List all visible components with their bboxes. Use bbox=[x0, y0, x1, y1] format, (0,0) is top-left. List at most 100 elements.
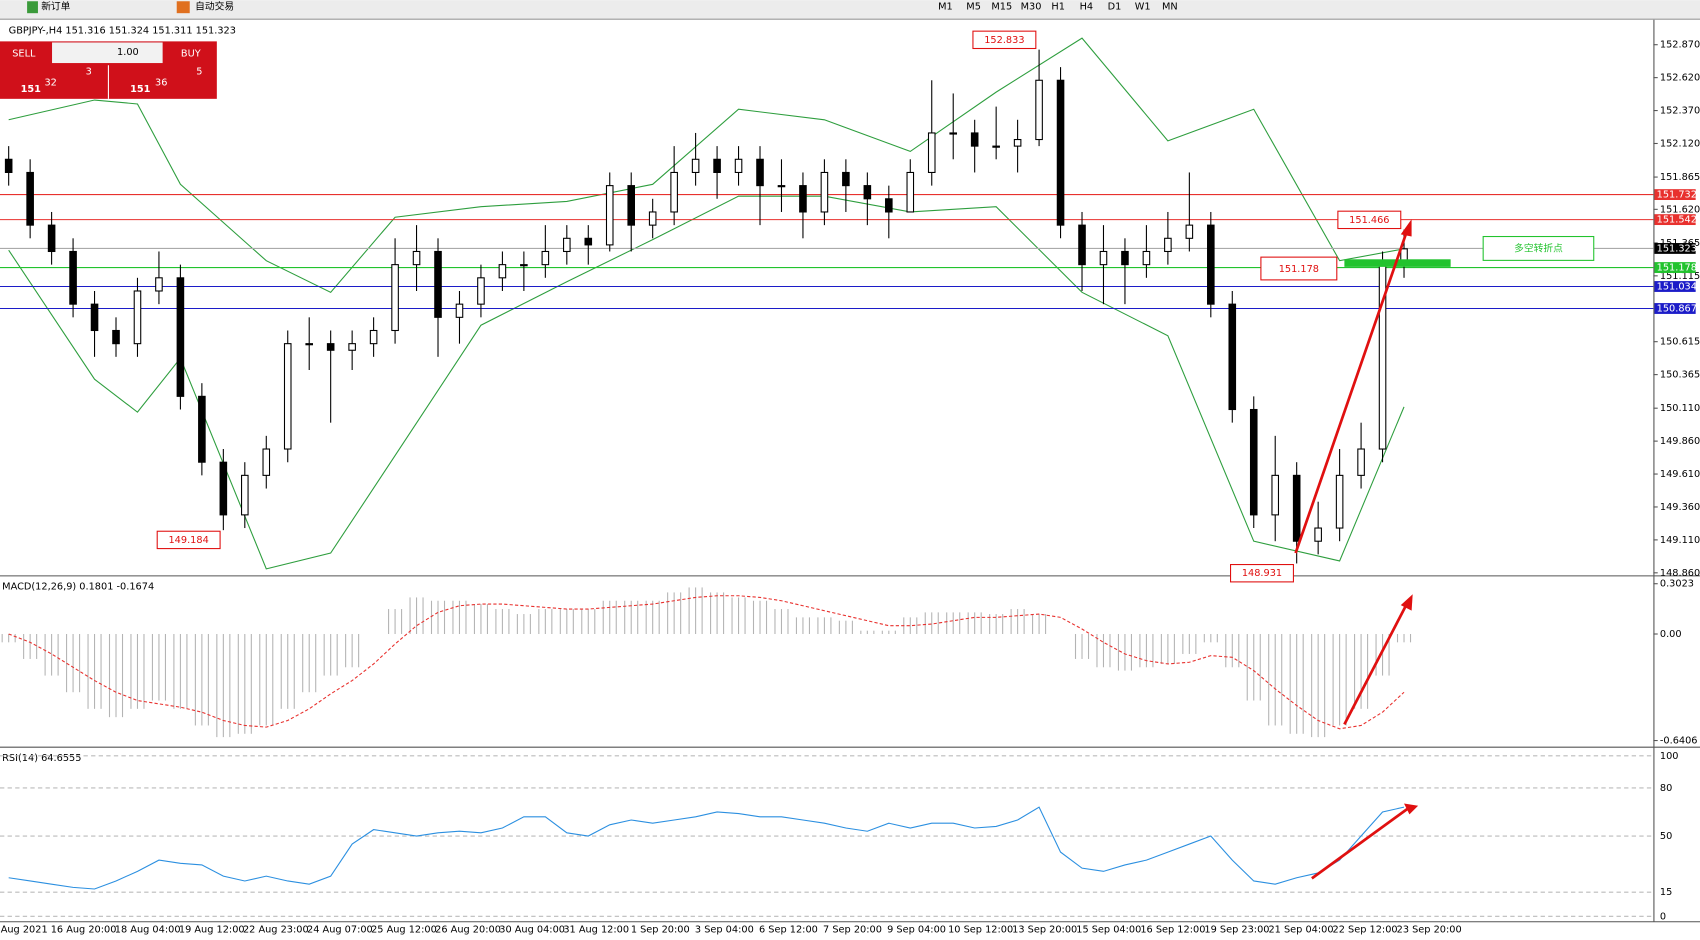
level-label: 151.542 bbox=[1657, 215, 1697, 226]
candle-body bbox=[90, 303, 99, 332]
candle-body bbox=[455, 303, 464, 318]
x-tick-label: 31 Aug 12:00 bbox=[563, 924, 629, 935]
candle-body bbox=[648, 211, 657, 226]
x-tick-label: 6 Sep 12:00 bbox=[759, 924, 818, 935]
icon bbox=[27, 1, 38, 14]
candle-body bbox=[1164, 237, 1172, 253]
buy-price-big: 151 bbox=[130, 84, 151, 95]
candle-body bbox=[970, 132, 979, 147]
timeframe-button[interactable]: M5 bbox=[966, 2, 981, 13]
toolbar bbox=[0, 0, 1700, 19]
arrowhead bbox=[1400, 594, 1413, 611]
band-upper bbox=[8, 37, 1405, 293]
x-tick-label: 1 Sep 20:00 bbox=[631, 924, 690, 935]
turning-price: 151.178 bbox=[1279, 264, 1319, 275]
y-tick-label: 148.860 bbox=[1660, 568, 1700, 579]
candle-body bbox=[1314, 527, 1322, 542]
auto-trading-button[interactable]: 自动交易 bbox=[195, 0, 234, 13]
candle-body bbox=[326, 343, 335, 351]
buy-button[interactable]: BUY bbox=[181, 48, 201, 59]
candle-body bbox=[1249, 408, 1258, 516]
timeframe-button[interactable]: M1 bbox=[938, 2, 953, 13]
y-tick-label: 152.370 bbox=[1660, 106, 1700, 117]
y-tick-label: 152.620 bbox=[1660, 73, 1700, 84]
timeframe-button[interactable]: H1 bbox=[1051, 2, 1065, 13]
y-tick-label: 150.365 bbox=[1660, 370, 1700, 381]
sell-price-sup: 3 bbox=[86, 67, 92, 78]
candle-body bbox=[885, 198, 893, 213]
timeframe-button[interactable]: MN bbox=[1162, 2, 1178, 13]
x-tick-label: 30 Aug 04:00 bbox=[499, 924, 565, 935]
level-tag bbox=[1654, 262, 1696, 273]
x-tick-label: 22 Aug 23:00 bbox=[243, 924, 309, 935]
y-tick-label: 149.360 bbox=[1660, 502, 1700, 513]
candle-body bbox=[520, 264, 528, 267]
arrowhead bbox=[1404, 803, 1419, 815]
candle-body bbox=[1271, 474, 1280, 516]
candle-body bbox=[305, 343, 314, 346]
price-label: 149.184 bbox=[168, 535, 208, 546]
candle-body bbox=[1228, 303, 1237, 411]
candle-body bbox=[605, 185, 614, 246]
candle-body bbox=[176, 277, 185, 397]
y-tick-label: 0.3023 bbox=[1660, 579, 1694, 590]
y-tick-label: 151.115 bbox=[1660, 271, 1700, 282]
timeframe-button[interactable]: W1 bbox=[1135, 2, 1151, 13]
timeframe-button[interactable]: D1 bbox=[1108, 2, 1122, 13]
y-tick-label: 0.00 bbox=[1660, 629, 1682, 640]
x-tick-label: 19 Aug 12:00 bbox=[179, 924, 245, 935]
candle-body bbox=[842, 171, 850, 187]
y-tick-label: 150.110 bbox=[1660, 403, 1700, 414]
y-tick-label: 152.120 bbox=[1660, 138, 1700, 149]
price-label-box bbox=[1230, 564, 1294, 583]
price-label-box bbox=[156, 530, 221, 550]
candle-body bbox=[155, 277, 163, 292]
note-box bbox=[1482, 235, 1595, 261]
y-tick-label: 151.865 bbox=[1660, 172, 1700, 183]
timeframe-button[interactable]: M15 bbox=[991, 2, 1012, 13]
candle-body bbox=[219, 461, 228, 516]
price-box bbox=[1260, 256, 1338, 281]
level-tag bbox=[1654, 281, 1696, 292]
x-tick-label: 25 Aug 12:00 bbox=[371, 924, 437, 935]
y-tick-label: 0 bbox=[1660, 911, 1666, 922]
candle-body bbox=[627, 185, 636, 226]
sell-button[interactable]: SELL bbox=[12, 48, 36, 59]
candle-body bbox=[1099, 250, 1108, 266]
buy-price-sup: 5 bbox=[196, 67, 202, 78]
level-label: 151.034 bbox=[1657, 282, 1697, 293]
candle-body bbox=[1035, 79, 1043, 141]
level-label: 151.178 bbox=[1657, 263, 1697, 274]
timeframe-button[interactable]: H4 bbox=[1080, 2, 1094, 13]
candle-body bbox=[541, 250, 550, 266]
x-tick-label: 19 Sep 23:00 bbox=[1204, 924, 1269, 935]
y-tick-label: 15 bbox=[1660, 887, 1672, 898]
x-tick-label: 15 Sep 04:00 bbox=[1076, 924, 1141, 935]
y-tick-label: -0.6406 bbox=[1660, 736, 1698, 747]
candle-body bbox=[1013, 138, 1022, 147]
candle-body bbox=[1142, 250, 1151, 266]
candle-body bbox=[1056, 79, 1065, 226]
candle-body bbox=[863, 185, 872, 200]
candle-body bbox=[1078, 224, 1086, 266]
candle-body bbox=[992, 145, 1000, 148]
pane-title: MACD(12,26,9) 0.1801 -0.1674 bbox=[2, 582, 154, 593]
x-tick-label: 21 Sep 04:00 bbox=[1268, 924, 1333, 935]
x-tick-label: 3 Sep 04:00 bbox=[695, 924, 754, 935]
x-tick-label: 10 Sep 12:00 bbox=[948, 924, 1013, 935]
timeframe-button[interactable]: M30 bbox=[1021, 2, 1042, 13]
candle-body bbox=[4, 158, 13, 174]
y-tick-label: 50 bbox=[1660, 831, 1672, 842]
green-bar bbox=[1344, 259, 1451, 267]
candle-body bbox=[262, 448, 271, 476]
candle-body bbox=[799, 185, 807, 213]
lot-input[interactable]: 1.00 bbox=[117, 47, 139, 58]
new-order-button[interactable]: 新订单 bbox=[41, 0, 70, 13]
candle-body bbox=[734, 158, 743, 174]
candle-body bbox=[563, 237, 571, 253]
icon bbox=[176, 1, 190, 14]
arrowhead bbox=[1400, 219, 1412, 237]
candle-body bbox=[949, 132, 958, 135]
candle-body bbox=[412, 250, 421, 266]
